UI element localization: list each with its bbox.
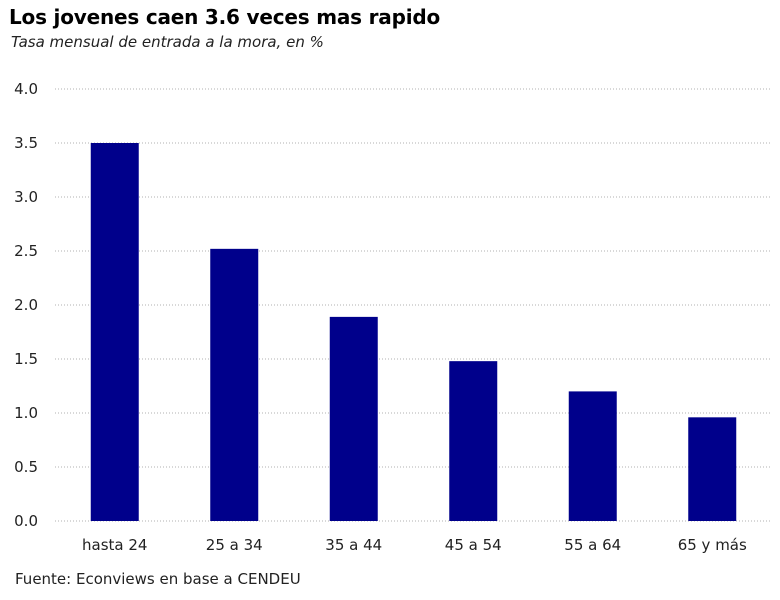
x-tick-label: 45 a 54	[445, 536, 502, 554]
x-axis-ticks: hasta 24 25 a 34 35 a 44 45 a 54 55 a 64 65 y…	[82, 536, 747, 554]
y-axis-ticks: 0.0 0.5 1.0 1.5 2.0 2.5 3.0 3.5 4.0	[14, 80, 38, 530]
x-tick-label: 65 y más	[678, 536, 747, 554]
bar	[449, 361, 498, 521]
bar	[210, 248, 259, 521]
y-tick-label: 4.0	[14, 80, 38, 98]
bars	[90, 143, 737, 521]
bar	[568, 391, 617, 521]
y-tick-label: 1.5	[14, 350, 38, 368]
source-note: Fuente: Econviews en base a CENDEU	[15, 570, 301, 588]
grid-lines	[55, 88, 772, 522]
y-tick-label: 2.5	[14, 242, 38, 260]
x-tick-label: 35 a 44	[325, 536, 382, 554]
y-tick-label: 1.0	[14, 404, 38, 422]
chart-title: Los jovenes caen 3.6 veces mas rapido	[9, 5, 441, 29]
y-tick-label: 0.0	[14, 512, 38, 530]
y-tick-label: 3.0	[14, 188, 38, 206]
bar	[688, 417, 737, 521]
y-tick-label: 3.5	[14, 134, 38, 152]
chart-subtitle: Tasa mensual de entrada a la mora, en %	[11, 33, 324, 51]
x-tick-label: 55 a 64	[564, 536, 621, 554]
y-tick-label: 0.5	[14, 458, 38, 476]
bar	[90, 143, 139, 521]
x-tick-label: hasta 24	[82, 536, 147, 554]
x-tick-label: 25 a 34	[206, 536, 263, 554]
bar	[329, 316, 378, 521]
y-tick-label: 2.0	[14, 296, 38, 314]
